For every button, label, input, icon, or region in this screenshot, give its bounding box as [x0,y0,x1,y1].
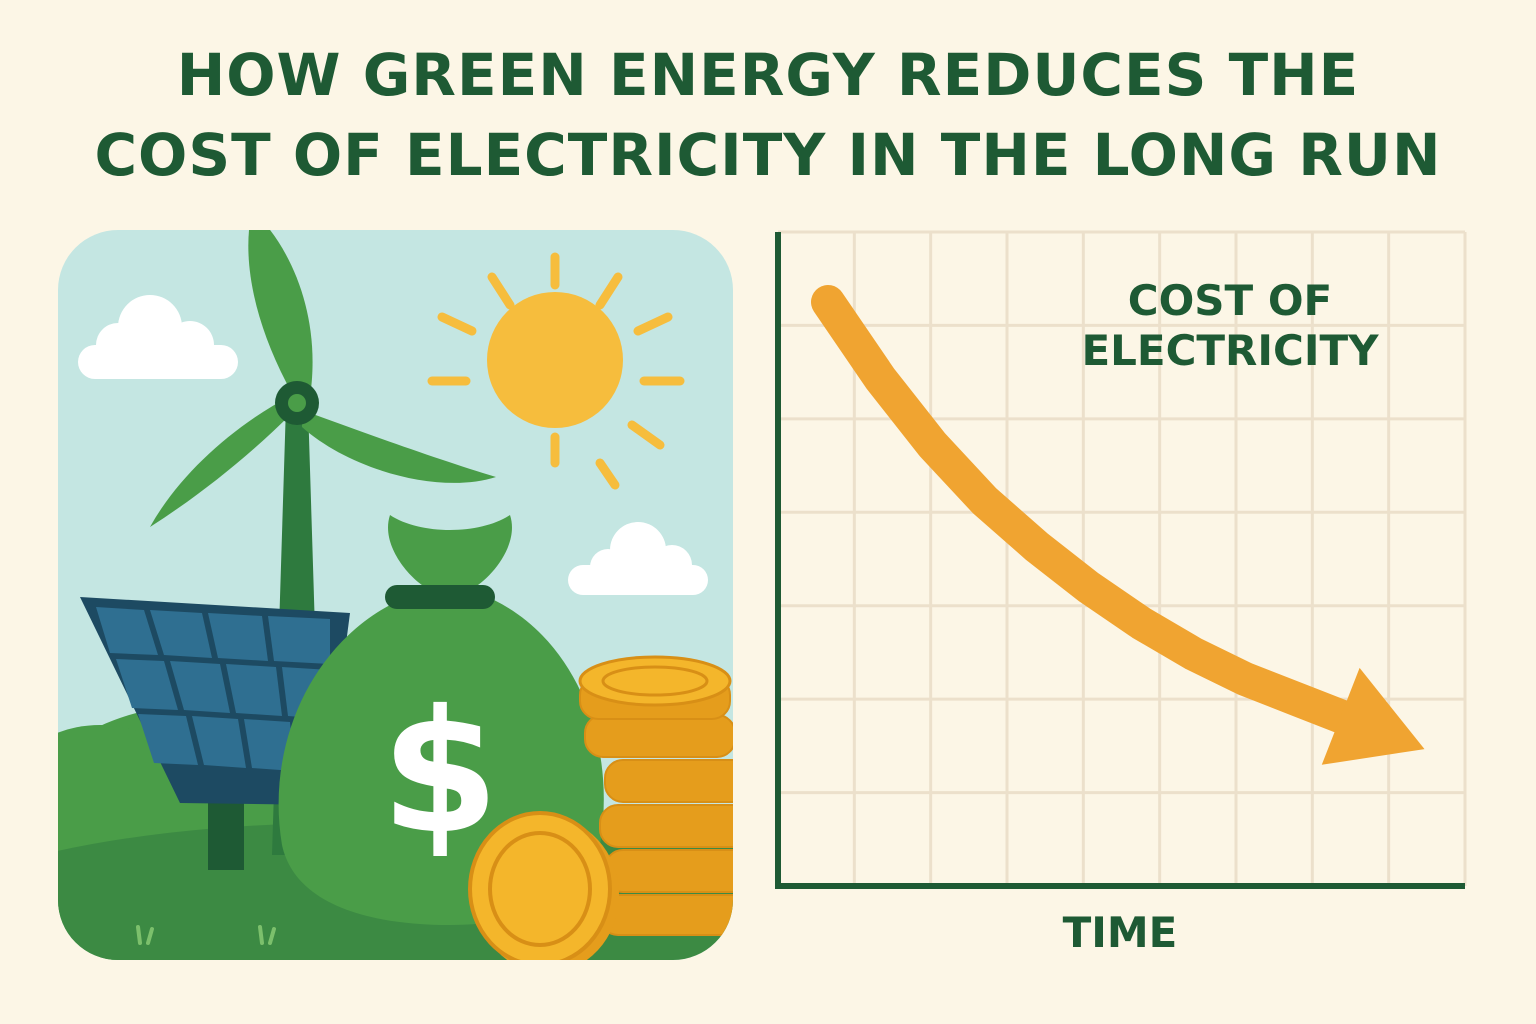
dollar-sign: $ [381,674,499,872]
title-line-1: HOW GREEN ENERGY REDUCES THE [176,41,1360,109]
cost-trend-arrowhead [1321,667,1425,765]
y-axis-label: COST OF ELECTRICITY [1040,276,1420,377]
coin-icon [468,811,619,960]
x-axis-label: TIME [1062,908,1178,957]
coin-stack-icon [468,655,733,960]
cloud-icon [568,522,708,595]
title-line-2: COST OF ELECTRICITY IN THE LONG RUN [94,121,1442,189]
y-axis-label-line-2: ELECTRICITY [1081,326,1379,376]
y-axis-label-line-1: COST OF [1127,276,1333,325]
grass-tufts [136,925,276,945]
solar-panel-icon [80,597,350,870]
cost-chart [775,230,1467,889]
cost-trend-line [811,285,1367,737]
illustration-card: $ [58,230,733,960]
sun-icon [427,252,685,490]
cloud-icon [78,295,238,379]
green-energy-illustration: $ [58,230,733,960]
